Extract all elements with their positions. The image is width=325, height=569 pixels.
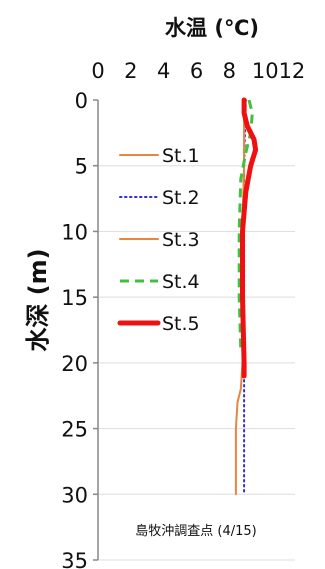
horizontal-gridlines xyxy=(98,165,295,561)
y-tick-label: 0 xyxy=(75,89,88,113)
series-lines xyxy=(234,97,259,496)
x-tick-label: 4 xyxy=(157,59,170,83)
legend-label: St.1 xyxy=(162,145,200,167)
x-tick-label: 1012 xyxy=(252,59,305,83)
y-tick-label: 20 xyxy=(61,352,88,376)
x-tick-label: 0 xyxy=(91,59,104,83)
legend-label: St.5 xyxy=(162,313,200,335)
y-tick-label: 30 xyxy=(61,483,88,507)
x-tick-label: 6 xyxy=(190,59,203,83)
y-axis-ticks: 0 5 10 15 20 25 30 35 xyxy=(61,89,98,569)
x-tick-label: 2 xyxy=(124,59,137,83)
legend: St.1 St.2 St.3 St.4 St.5 xyxy=(117,145,200,335)
chart-annotation: 島牧沖調査点 (4/15) xyxy=(135,524,256,539)
y-tick-label: 5 xyxy=(75,155,88,179)
legend-label: St.2 xyxy=(162,187,200,209)
y-axis-label: 水深 (m) xyxy=(24,248,52,351)
x-tick-label: 8 xyxy=(223,59,236,83)
chart-title: 水温 (℃) xyxy=(165,16,259,40)
x-axis-ticks: 0 2 4 6 8 1012 xyxy=(91,59,305,83)
y-tick-label: 35 xyxy=(61,549,88,569)
legend-label: St.3 xyxy=(162,229,200,251)
y-tick-label: 25 xyxy=(61,418,88,442)
series-line-st-4 xyxy=(237,99,254,350)
y-tick-label: 10 xyxy=(61,220,88,244)
legend-label: St.4 xyxy=(162,271,200,293)
series-line-st-5 xyxy=(240,97,259,379)
y-tick-label: 15 xyxy=(61,286,88,310)
